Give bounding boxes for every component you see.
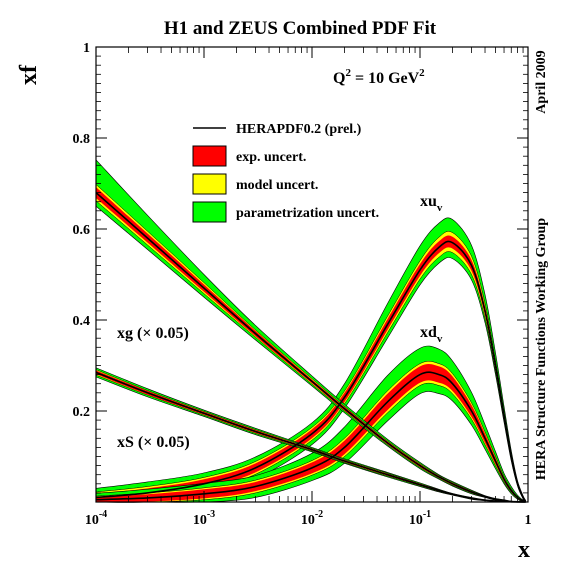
axis-ticks: 10-4 10-3 10-2 10-1 10.20.40.60.81 <box>73 41 532 528</box>
side-label-group: HERA Structure Functions Working Group <box>534 218 549 480</box>
y-tick-label-3: 0.8 <box>73 132 91 147</box>
series-label-xuv: xuv <box>420 193 443 214</box>
legend-label-1: exp. uncert. <box>236 150 306 165</box>
legend-box-swatch-1 <box>192 145 227 167</box>
x-tick-label-2: 10-2 <box>301 509 323 528</box>
legend-label-2: model uncert. <box>236 178 318 193</box>
x-tick-label-3: 10-1 <box>409 509 431 528</box>
xuv-label-sub: v <box>437 202 443 214</box>
legend: HERAPDF0.2 (prel.) exp. uncert. model unce… <box>192 122 379 223</box>
x-tick-label-0: 10-4 <box>85 509 107 528</box>
x-tick-exp: -4 <box>99 509 107 520</box>
x-tick-label-1: 10-3 <box>193 509 215 528</box>
series-label-xg: xg (× 0.05) <box>117 325 189 342</box>
q2-rest-exp: 2 <box>419 67 425 79</box>
q2-rest: = 10 GeV <box>351 70 420 87</box>
x-tick-base: 1 <box>525 513 532 528</box>
x-tick-exp: -1 <box>423 509 431 520</box>
legend-box-swatch-3 <box>192 201 227 223</box>
central-line-1 <box>95 371 526 503</box>
x-tick-exp: -3 <box>207 509 215 520</box>
series-label-xs: xS (× 0.05) <box>117 434 190 451</box>
x-tick-base: 10 <box>409 513 423 528</box>
x-tick-base: 10 <box>193 513 207 528</box>
x-axis-title: x <box>518 537 530 563</box>
legend-label-3: parametrization uncert. <box>236 206 379 221</box>
x-tick-base: 10 <box>85 513 99 528</box>
q2-exp: 2 <box>345 67 351 79</box>
y-tick-label-2: 0.6 <box>73 223 91 238</box>
series-label-xdv: xdv <box>420 324 443 345</box>
xdv-label-main: xd <box>420 324 437 341</box>
x-tick-label-4: 1 <box>525 513 532 528</box>
legend-label-0: HERAPDF0.2 (prel.) <box>236 122 362 137</box>
x-tick-base: 10 <box>301 513 315 528</box>
y-axis-title: xf <box>16 64 42 85</box>
xuv-label-main: xu <box>420 193 437 210</box>
xdv-label-sub: v <box>437 333 443 345</box>
q2-label: Q2 = 10 GeV2 <box>333 67 425 87</box>
central-line-0 <box>95 240 527 502</box>
y-tick-label-4: 1 <box>83 41 90 56</box>
q2-base: Q <box>333 70 345 87</box>
y-tick-label-0: 0.2 <box>73 405 91 420</box>
chart-title: H1 and ZEUS Combined PDF Fit <box>164 18 437 39</box>
side-label-date: April 2009 <box>534 50 549 113</box>
x-tick-exp: -2 <box>315 509 323 520</box>
legend-box-swatch-2 <box>192 173 227 195</box>
y-tick-label-1: 0.4 <box>73 314 91 329</box>
